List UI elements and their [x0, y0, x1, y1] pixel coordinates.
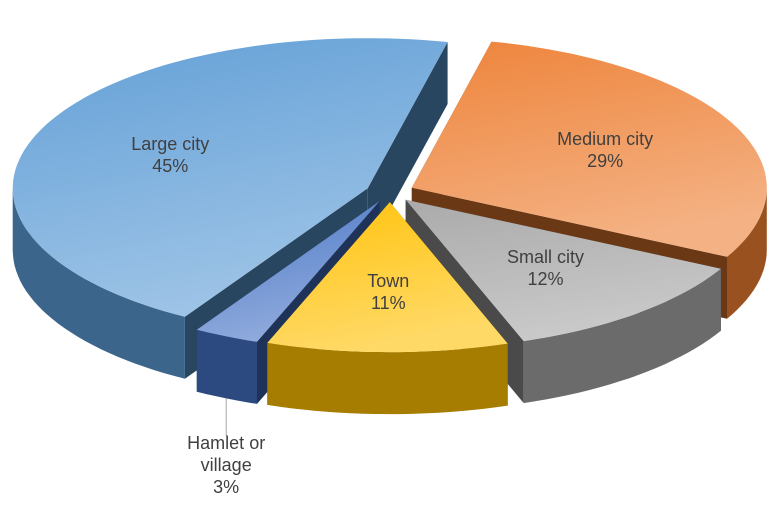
value-label: 3%	[213, 477, 240, 497]
category-label: Town	[367, 271, 410, 292]
slice	[12, 38, 448, 317]
slice-side	[727, 187, 767, 319]
value-label: 12%	[527, 268, 564, 289]
slice-side	[12, 188, 185, 379]
category-label: Hamlet or village	[187, 433, 266, 475]
value-label: 29%	[587, 151, 624, 171]
category-label: Small city	[506, 246, 585, 267]
slice	[196, 201, 380, 342]
slice-side	[196, 329, 257, 404]
slice	[411, 41, 767, 257]
value-label: 11%	[370, 293, 406, 314]
slice-side	[267, 342, 508, 415]
data-label: Hamlet or village 3%	[171, 432, 281, 498]
data-label: Medium city 29%	[557, 128, 653, 172]
data-label: Small city 12%	[507, 246, 584, 290]
data-label: Town 11%	[367, 270, 409, 314]
slice-side	[523, 268, 721, 404]
value-label: 45%	[152, 155, 189, 176]
category-label: Medium city	[557, 129, 654, 149]
category-label: Large city	[131, 133, 210, 154]
data-label: Large city 45%	[131, 133, 209, 177]
slice	[405, 199, 721, 342]
slice-cut-face	[367, 42, 448, 251]
slice	[267, 202, 508, 353]
